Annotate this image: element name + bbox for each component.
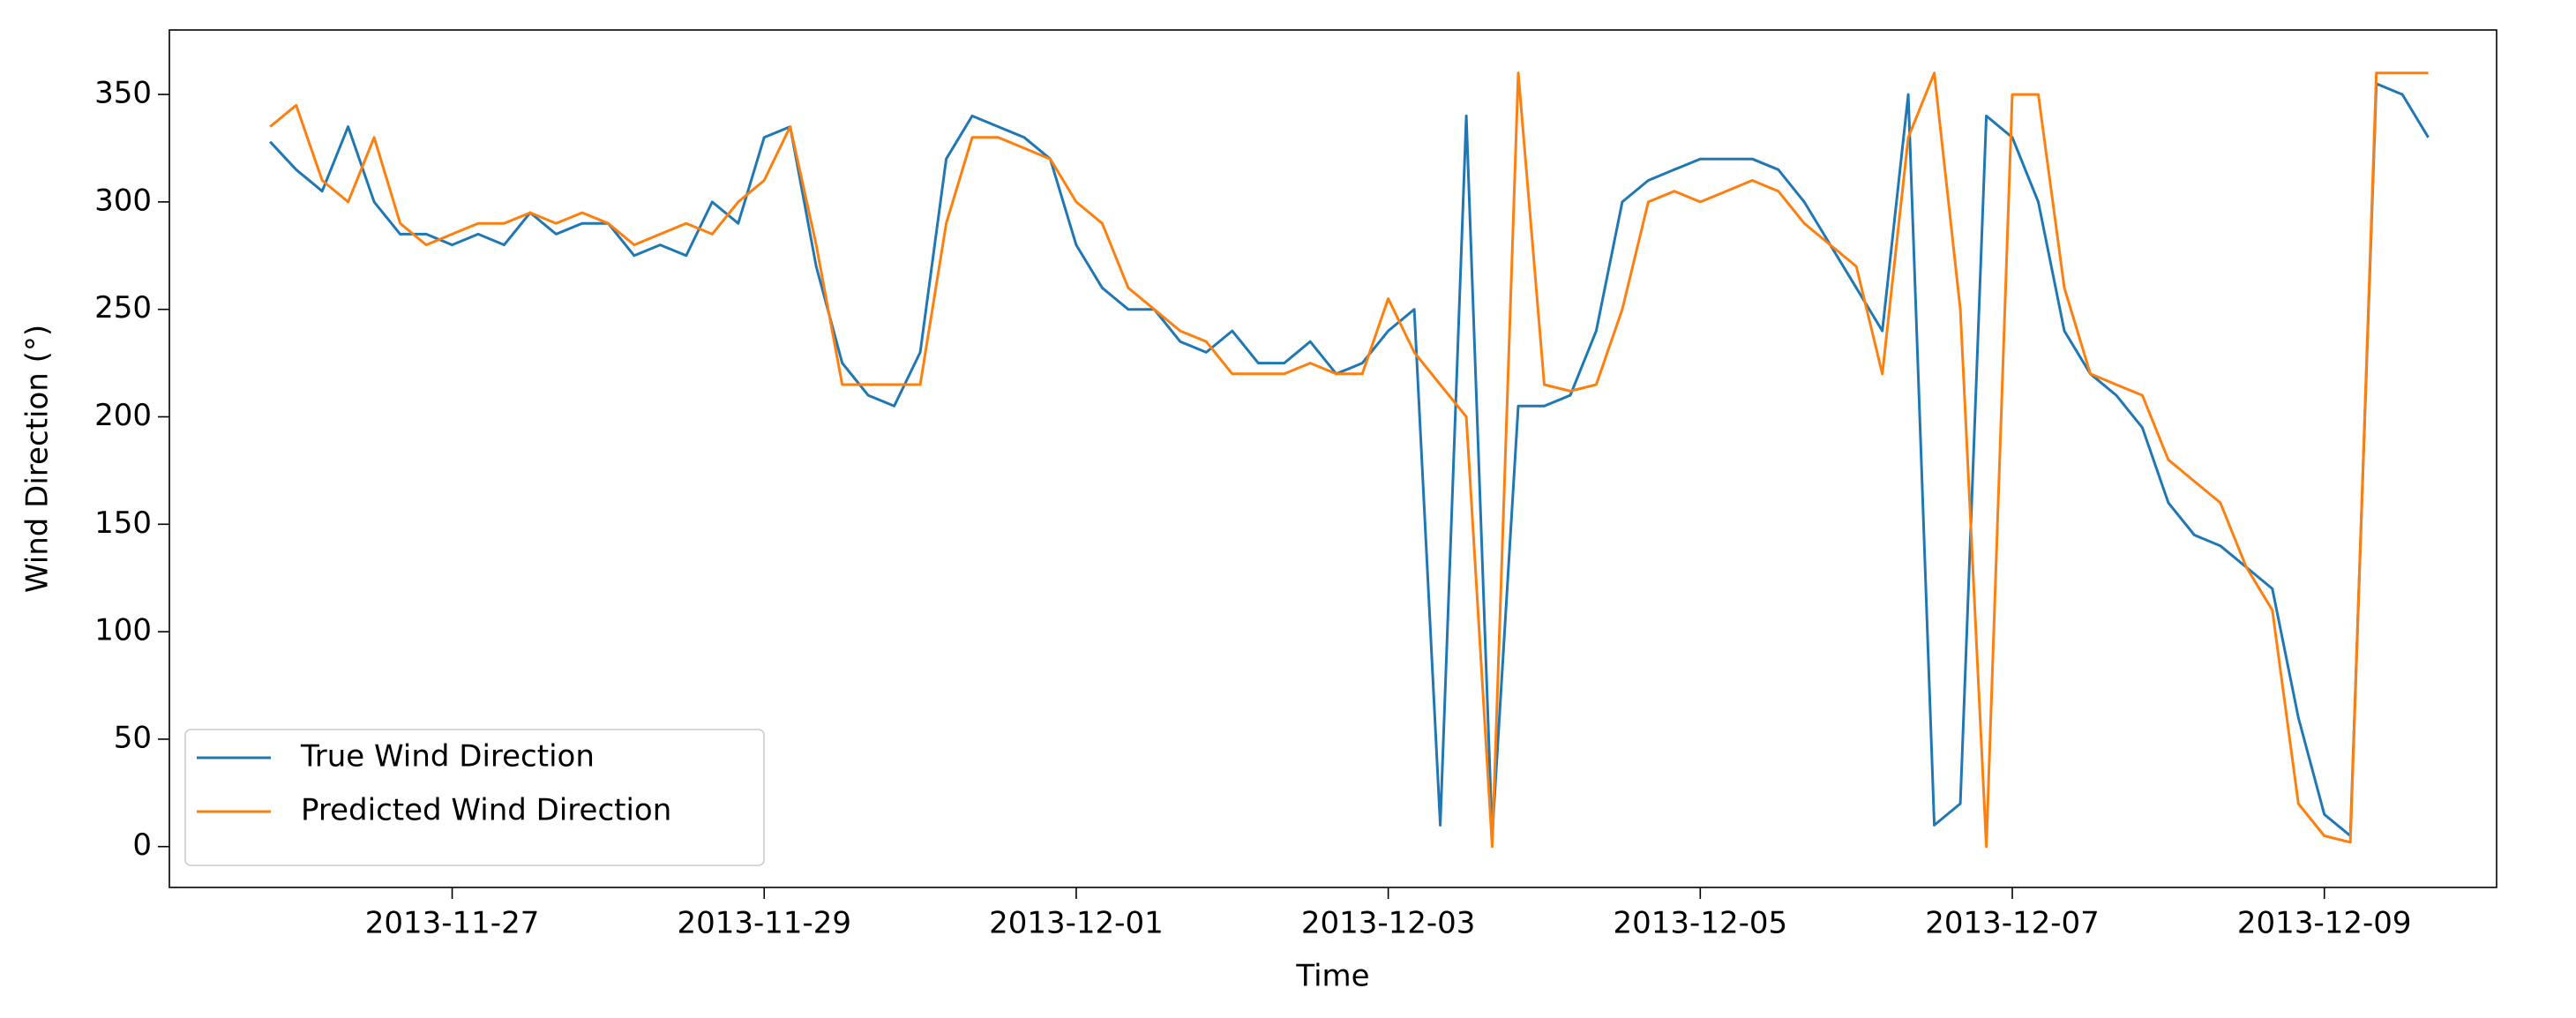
x-tick-label: 2013-12-03	[1301, 906, 1476, 941]
y-tick-label: 350	[94, 76, 152, 111]
x-tick-label: 2013-12-05	[1614, 906, 1788, 941]
y-tick-label: 250	[94, 290, 152, 326]
y-axis-label: Wind Direction (°)	[20, 325, 56, 593]
y-tick-label: 150	[94, 505, 152, 541]
y-tick-label: 100	[94, 613, 152, 648]
series-line	[269, 71, 2429, 849]
legend-label: True Wind Direction	[300, 739, 595, 775]
y-tick-label: 200	[94, 398, 152, 433]
y-tick-label: 300	[94, 183, 152, 218]
x-tick-label: 2013-11-29	[677, 906, 851, 941]
y-tick-label: 0	[132, 827, 152, 863]
y-tick-label: 50	[114, 720, 152, 755]
x-tick-label: 2013-12-07	[1925, 906, 2100, 941]
legend-box	[184, 729, 765, 866]
x-tick-label: 2013-12-09	[2237, 906, 2412, 941]
plot-frame	[168, 29, 2497, 888]
series-line	[269, 82, 2430, 837]
legend-label: Predicted Wind Direction	[301, 793, 671, 828]
x-axis-label: Time	[1295, 959, 1369, 994]
x-tick-label: 2013-11-27	[365, 906, 540, 941]
x-tick-label: 2013-12-01	[989, 906, 1164, 941]
